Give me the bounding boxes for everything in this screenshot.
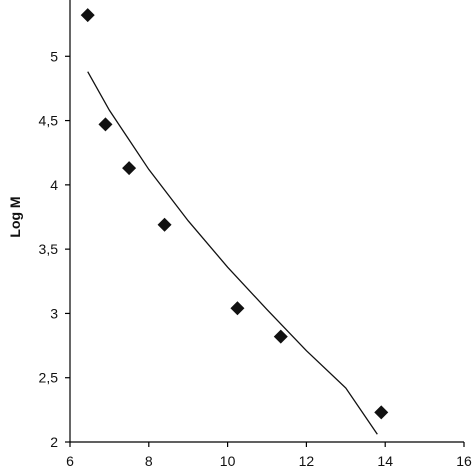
x-tick-label: 10 (220, 453, 236, 469)
x-ticks-group: 6 8 10 12 14 16 (66, 442, 472, 469)
y-axis-title: Log M (7, 196, 23, 237)
y-tick-label: 3 (50, 305, 58, 321)
data-markers-group (80, 8, 389, 420)
data-point-diamond (230, 301, 245, 316)
y-tick-label: 5 (50, 48, 58, 64)
y-tick-label: 2 (50, 434, 58, 450)
data-point-diamond (122, 161, 137, 176)
y-tick-label: 3,5 (39, 241, 59, 257)
y-tick-label: 4,5 (39, 113, 59, 129)
x-tick-label: 16 (456, 453, 472, 469)
x-tick-label: 6 (66, 453, 74, 469)
x-tick-label: 8 (145, 453, 153, 469)
data-point-diamond (80, 8, 95, 23)
x-tick-label: 14 (377, 453, 393, 469)
data-point-diamond (98, 117, 113, 132)
y-tick-label: 2,5 (39, 370, 59, 386)
data-point-diamond (374, 405, 389, 420)
fit-curve (87, 71, 378, 435)
data-point-diamond (273, 329, 288, 344)
data-point-diamond (157, 217, 172, 232)
x-tick-label: 12 (299, 453, 315, 469)
y-tick-label: 4 (50, 177, 58, 193)
y-ticks-group: 2 2,5 3 3,5 4 4,5 5 (39, 48, 70, 450)
